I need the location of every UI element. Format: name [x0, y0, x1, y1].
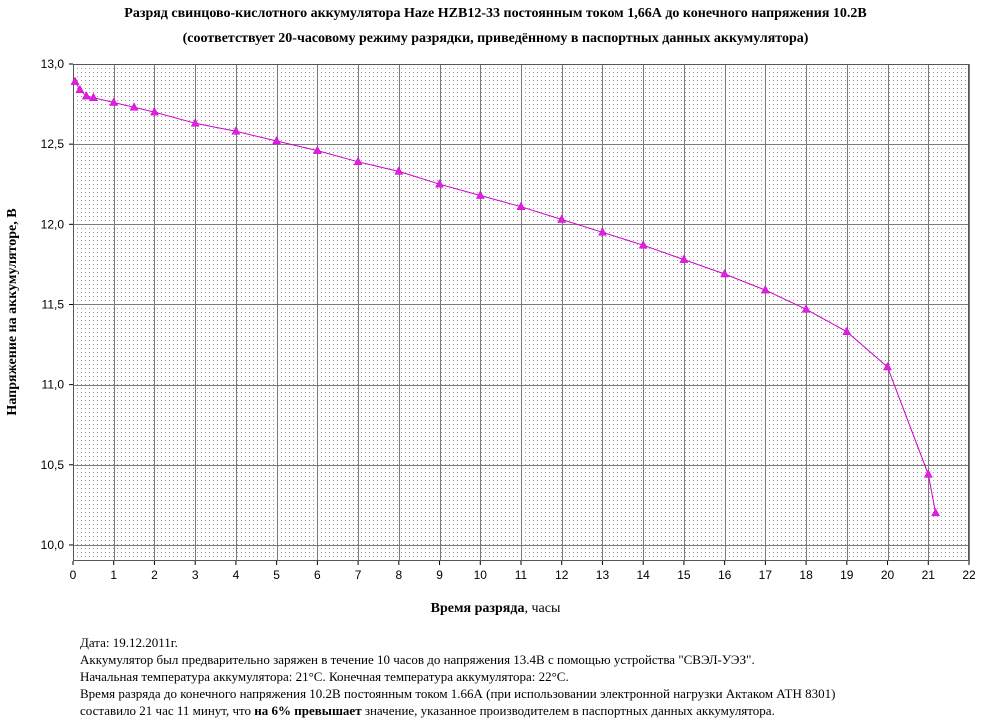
x-tick-labels: 0 1 2 3 4 5 6 7 8 9 10 11 12 13 14 15 16 17 18 19 20 21 22 [70, 561, 976, 582]
x-tick-label: 11 [515, 568, 528, 582]
x-tick-label: 14 [637, 568, 651, 582]
x-tick-label: 2 [151, 568, 158, 582]
data-point-marker [394, 166, 404, 175]
data-point-marker [923, 469, 933, 478]
x-tick-label: 6 [314, 568, 321, 582]
note-result-a: составило 21 час 11 минут, что [80, 703, 255, 718]
data-point-marker [801, 304, 811, 313]
x-tick-label: 15 [677, 568, 691, 582]
x-tick-label: 8 [395, 568, 402, 582]
data-point-marker [190, 118, 200, 127]
x-axis-label-units: , часы [524, 601, 561, 616]
y-tick-label: 10,0 [41, 538, 65, 552]
note-result-bold: на 6% превышает [254, 703, 362, 718]
x-axis-label-bold: Время разряда [430, 601, 525, 616]
x-tick-label: 18 [799, 568, 813, 582]
note-result: составило 21 час 11 минут, что на 6% пре… [80, 702, 835, 719]
y-tick-label: 13,0 [41, 57, 65, 71]
data-point-marker [109, 97, 119, 106]
data-point-marker [883, 361, 892, 371]
data-point-marker [75, 84, 85, 93]
x-tick-label: 7 [355, 568, 362, 582]
y-axis-label: Напряжение на аккумуляторе, В [5, 208, 20, 415]
data-point-marker [231, 126, 241, 135]
x-tick-label: 20 [881, 568, 895, 582]
x-tick-label: 17 [759, 568, 773, 582]
data-point-marker [638, 240, 648, 249]
plot-border [73, 64, 969, 561]
y-tick-label: 10,5 [41, 458, 65, 472]
y-tick-label: 11,0 [42, 378, 65, 392]
data-point-marker [81, 91, 91, 100]
x-tick-label: 1 [110, 568, 117, 582]
data-point-marker [353, 156, 363, 166]
data-point-marker [475, 190, 485, 199]
x-tick-label: 21 [922, 568, 936, 582]
note-charge: Аккумулятор был предварительно заряжен в… [80, 652, 755, 667]
y-tick-label: 12,5 [41, 137, 65, 151]
x-tick-label: 5 [273, 568, 280, 582]
data-point-marker [931, 507, 941, 517]
note-discharge: Время разряда до конечного напряжения 10… [80, 686, 836, 701]
y-tick-label: 11,5 [42, 297, 65, 311]
x-tick-label: 19 [840, 568, 854, 582]
data-point-marker [129, 102, 139, 111]
x-tick-label: 0 [70, 568, 77, 582]
x-tick-label: 4 [233, 568, 240, 582]
note-date: Дата: 19.12.2011г. [80, 635, 178, 650]
note-temperature: Начальная температура аккумулятора: 21°С… [80, 669, 569, 684]
note-result-c: значение, указанное производителем в пас… [361, 703, 775, 718]
x-tick-label: 12 [555, 568, 569, 582]
data-point-marker [272, 135, 282, 145]
data-point-marker [679, 254, 689, 263]
data-point-marker [557, 214, 567, 223]
chart-title-line1: Разряд свинцово-кислотного аккумулятора … [124, 6, 867, 21]
data-point-marker [760, 285, 770, 294]
data-point-marker [150, 107, 159, 116]
x-axis-label: Время разряда, часы [0, 601, 991, 617]
data-point-marker [842, 326, 852, 335]
y-tick-label: 12,0 [41, 217, 65, 231]
data-point-marker [88, 92, 98, 101]
test-notes: Дата: 19.12.2011г. Аккумулятор был предв… [80, 634, 835, 719]
data-point-marker [435, 179, 444, 188]
chart-title-line2: (соответствует 20-часовому режиму разряд… [182, 31, 809, 46]
y-tick-labels: 10,0 10,5 11,0 11,5 12,0 12,5 13,0 [41, 57, 73, 552]
data-point-marker [516, 201, 526, 210]
data-point-marker [720, 268, 730, 278]
discharge-chart: 0 1 2 3 4 5 6 7 8 9 10 11 12 13 14 15 16 17 18 19 20 21 22 10,… [5, 57, 976, 582]
x-tick-label: 9 [436, 568, 443, 582]
data-point-marker [598, 227, 607, 236]
x-tick-label: 10 [474, 568, 488, 582]
x-tick-label: 13 [596, 568, 610, 582]
series-discharge-curve [70, 76, 941, 517]
x-tick-label: 16 [718, 568, 732, 582]
x-tick-label: 3 [192, 568, 199, 582]
x-tick-label: 22 [962, 568, 976, 582]
data-point-marker [70, 76, 80, 85]
data-point-marker [312, 145, 322, 154]
axes [73, 64, 969, 561]
